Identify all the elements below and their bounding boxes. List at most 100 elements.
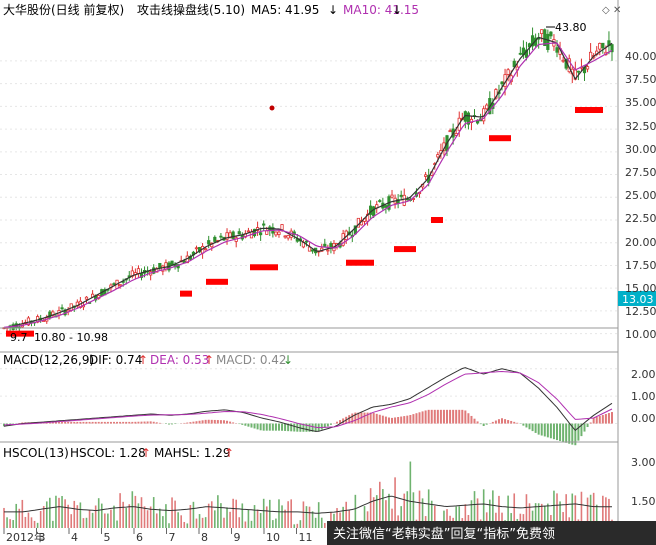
price-tick: 25.00 — [625, 189, 656, 202]
candle-body — [466, 112, 471, 125]
macd-down-arrow-icon: ↓ — [283, 353, 293, 367]
price-tick: 20.00 — [625, 236, 656, 249]
signal-bar — [575, 107, 603, 113]
close-icon[interactable]: ✕ — [613, 5, 621, 16]
time-label: 8 — [201, 531, 208, 544]
price-axis: 40.00 37.50 35.00 32.50 30.00 27.50 25.0… — [625, 50, 656, 341]
candle-body — [259, 232, 263, 236]
candle-body — [194, 247, 199, 250]
macd-tick: 2.00 — [631, 368, 656, 381]
price-tick: 22.50 — [625, 212, 656, 225]
signal-bar — [250, 264, 278, 271]
candle-body — [329, 243, 333, 250]
macd-tick: 1.00 — [631, 390, 656, 403]
ma10-line — [3, 42, 613, 328]
candle-body — [219, 235, 223, 238]
macd-dif-label: DIF: 0.74 — [89, 353, 142, 367]
candle-body — [424, 174, 428, 177]
price-tick: 12.50 — [625, 305, 656, 318]
macd-tick: 0.00 — [631, 412, 656, 425]
ma5-line — [3, 36, 613, 329]
candle-body — [170, 260, 174, 266]
candle-body — [60, 307, 64, 310]
candle-body — [518, 52, 522, 55]
candle-body — [158, 262, 162, 269]
candle-body — [399, 194, 403, 197]
dif-line — [3, 367, 613, 432]
candle-body — [448, 130, 452, 133]
candle-body — [555, 47, 559, 53]
hscol-value-label: HSCOL: 1.28 — [70, 446, 146, 460]
candle-body — [585, 66, 590, 70]
candle-body — [543, 29, 547, 47]
low-prefix: 9.7 — [10, 331, 28, 344]
candle-body — [237, 231, 241, 235]
candle-body — [112, 283, 116, 285]
signal-bar — [431, 217, 443, 223]
dea-up-arrow-icon: ↑ — [204, 353, 214, 367]
price-tick: 10.00 — [625, 328, 656, 341]
hscol-tick: 3.00 — [631, 456, 656, 469]
signal-bar — [394, 246, 416, 253]
candle-body — [601, 42, 605, 49]
candle-body — [286, 235, 290, 239]
time-label: 3 — [39, 531, 46, 544]
candle-body — [390, 194, 394, 198]
candle-body — [506, 69, 510, 75]
price-tick: 37.50 — [625, 73, 656, 86]
last-price-tag — [618, 291, 656, 306]
hscol-up-arrow-icon: ↑ — [141, 446, 151, 460]
stock-title: 大华股份(日线 前复权) — [3, 2, 124, 17]
candle-body — [118, 284, 122, 287]
candle-body — [524, 49, 529, 58]
indicator-name: 攻击线操盘线(5.10) — [137, 2, 245, 17]
candle-body — [469, 118, 474, 123]
price-tick: 35.00 — [625, 96, 656, 109]
candle-body — [225, 232, 229, 240]
mahsl-up-arrow-icon: ↑ — [224, 446, 234, 460]
dea-line — [3, 370, 613, 429]
candle-body — [231, 231, 235, 239]
hscol-title: HSCOL(13) — [3, 446, 69, 460]
candle-body — [494, 89, 498, 99]
settings-diamond-icon[interactable]: ◇ — [602, 5, 610, 16]
candle-body — [530, 35, 535, 47]
candle-body — [436, 154, 440, 158]
high-price-label: 43.80 — [555, 21, 587, 34]
candle-body — [540, 29, 544, 35]
candle-body — [262, 223, 266, 226]
last-price-value: 13.03 — [622, 293, 654, 306]
time-label: 9 — [234, 531, 241, 544]
candle-body — [161, 265, 165, 272]
candle-body — [500, 81, 504, 85]
time-label: 5 — [104, 531, 111, 544]
candle-body — [326, 249, 330, 252]
price-tick: 15.00 — [625, 282, 656, 295]
watermark-text: 关注微信“老韩实盘”回复“指标”免费领 — [333, 526, 555, 542]
time-label: 7 — [169, 531, 176, 544]
time-label: 11 — [299, 531, 313, 544]
candle-body — [372, 206, 376, 217]
price-tick: 30.00 — [625, 143, 656, 156]
candle-body — [598, 42, 602, 50]
candle-body — [246, 230, 251, 233]
time-label: 6 — [136, 531, 143, 544]
price-tick: 17.50 — [625, 259, 656, 272]
signal-markers — [6, 107, 603, 337]
candle-body — [384, 205, 388, 208]
candle-body — [152, 267, 156, 274]
ma10-down-arrow-icon: ↓ — [392, 3, 402, 17]
watermark-banner — [327, 521, 656, 545]
candle-body — [512, 60, 516, 68]
candle-body — [323, 243, 327, 247]
signal-bar — [6, 330, 34, 337]
signal-bar — [180, 290, 192, 297]
time-label: 2012年 — [6, 530, 45, 544]
hscol-tick: 1.50 — [631, 495, 656, 508]
candle-body — [304, 240, 309, 243]
candle-body — [204, 248, 208, 251]
hscol-axis: 3.00 1.50 — [631, 456, 656, 508]
signal-bar — [346, 259, 374, 266]
candle-body — [561, 59, 565, 62]
